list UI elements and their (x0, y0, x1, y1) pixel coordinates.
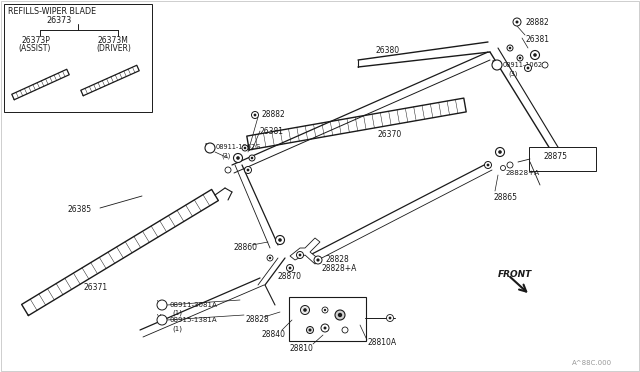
Circle shape (246, 169, 250, 171)
Circle shape (525, 64, 531, 71)
Text: 08915-1381A: 08915-1381A (169, 317, 216, 323)
Circle shape (324, 309, 326, 311)
Circle shape (495, 148, 504, 157)
Circle shape (484, 161, 492, 169)
Circle shape (388, 317, 392, 320)
Circle shape (322, 307, 328, 313)
Text: (3): (3) (221, 152, 230, 158)
Circle shape (338, 313, 342, 317)
Text: 26380: 26380 (375, 46, 399, 55)
Text: (3): (3) (508, 70, 517, 77)
Text: 26373: 26373 (46, 16, 71, 25)
Circle shape (316, 259, 319, 262)
Text: (ASSIST): (ASSIST) (18, 44, 51, 53)
Circle shape (269, 257, 271, 259)
Circle shape (321, 324, 329, 332)
Circle shape (335, 310, 345, 320)
Circle shape (236, 156, 240, 160)
Circle shape (157, 300, 167, 310)
Text: 26371: 26371 (83, 283, 107, 292)
Circle shape (307, 327, 314, 334)
Circle shape (303, 308, 307, 312)
Polygon shape (290, 238, 320, 264)
Circle shape (507, 45, 513, 51)
Circle shape (287, 264, 294, 272)
Text: FRONT: FRONT (498, 270, 532, 279)
Text: 28828+A: 28828+A (505, 170, 540, 176)
Circle shape (244, 167, 252, 173)
Text: 26373P: 26373P (22, 36, 51, 45)
Circle shape (492, 60, 502, 70)
Text: 26373M: 26373M (98, 36, 129, 45)
Text: 28875: 28875 (544, 152, 568, 161)
Circle shape (242, 145, 248, 151)
Circle shape (308, 328, 312, 331)
Circle shape (275, 235, 285, 244)
Circle shape (515, 20, 518, 23)
Circle shape (507, 162, 513, 168)
Circle shape (234, 154, 243, 163)
Circle shape (289, 267, 291, 269)
Circle shape (527, 67, 529, 70)
Text: 28810: 28810 (290, 344, 314, 353)
Circle shape (314, 256, 322, 264)
Text: N: N (205, 142, 209, 148)
Text: REFILLS-WIPER BLADE: REFILLS-WIPER BLADE (8, 7, 96, 16)
Circle shape (249, 155, 255, 161)
Circle shape (251, 157, 253, 159)
Text: 28828: 28828 (245, 315, 269, 324)
Text: 28828+A: 28828+A (322, 264, 357, 273)
FancyBboxPatch shape (289, 297, 366, 341)
Circle shape (486, 164, 490, 166)
Circle shape (500, 166, 506, 170)
Circle shape (542, 62, 548, 68)
Circle shape (278, 238, 282, 242)
Text: A^88C.000: A^88C.000 (572, 360, 612, 366)
Text: (1): (1) (172, 310, 182, 317)
Text: V: V (157, 299, 161, 305)
Text: (1): (1) (172, 325, 182, 331)
Circle shape (252, 112, 259, 119)
Text: V: V (157, 314, 161, 320)
Circle shape (225, 167, 231, 173)
Circle shape (267, 255, 273, 261)
Text: 28870: 28870 (278, 272, 302, 281)
Circle shape (253, 113, 257, 116)
Circle shape (509, 47, 511, 49)
Circle shape (323, 327, 326, 330)
Text: 28828: 28828 (325, 255, 349, 264)
Circle shape (342, 327, 348, 333)
Text: 26370: 26370 (378, 130, 403, 139)
Text: (DRIVER): (DRIVER) (96, 44, 131, 53)
Text: 28865: 28865 (494, 193, 518, 202)
Text: 08911-1062G: 08911-1062G (216, 144, 261, 150)
Text: 26385: 26385 (68, 205, 92, 214)
Circle shape (517, 55, 523, 61)
Circle shape (387, 314, 394, 321)
Circle shape (531, 51, 540, 60)
Circle shape (533, 53, 537, 57)
Text: 28860: 28860 (233, 243, 257, 252)
Circle shape (157, 315, 167, 325)
Circle shape (296, 251, 303, 259)
Circle shape (498, 150, 502, 154)
Circle shape (299, 254, 301, 256)
Text: 28882: 28882 (525, 18, 548, 27)
Circle shape (244, 147, 246, 149)
Text: 08911-1062G: 08911-1062G (503, 62, 548, 68)
Circle shape (518, 57, 522, 59)
FancyBboxPatch shape (4, 4, 152, 112)
Circle shape (513, 18, 521, 26)
Text: 28810A: 28810A (368, 338, 397, 347)
Text: 26381: 26381 (260, 127, 284, 136)
Text: 28840: 28840 (262, 330, 286, 339)
Text: 28882: 28882 (262, 110, 285, 119)
Text: N: N (492, 60, 497, 64)
FancyBboxPatch shape (529, 147, 596, 171)
Circle shape (301, 305, 310, 314)
Text: 26381: 26381 (525, 35, 549, 44)
Circle shape (205, 143, 215, 153)
Text: 08911-3081A: 08911-3081A (169, 302, 217, 308)
